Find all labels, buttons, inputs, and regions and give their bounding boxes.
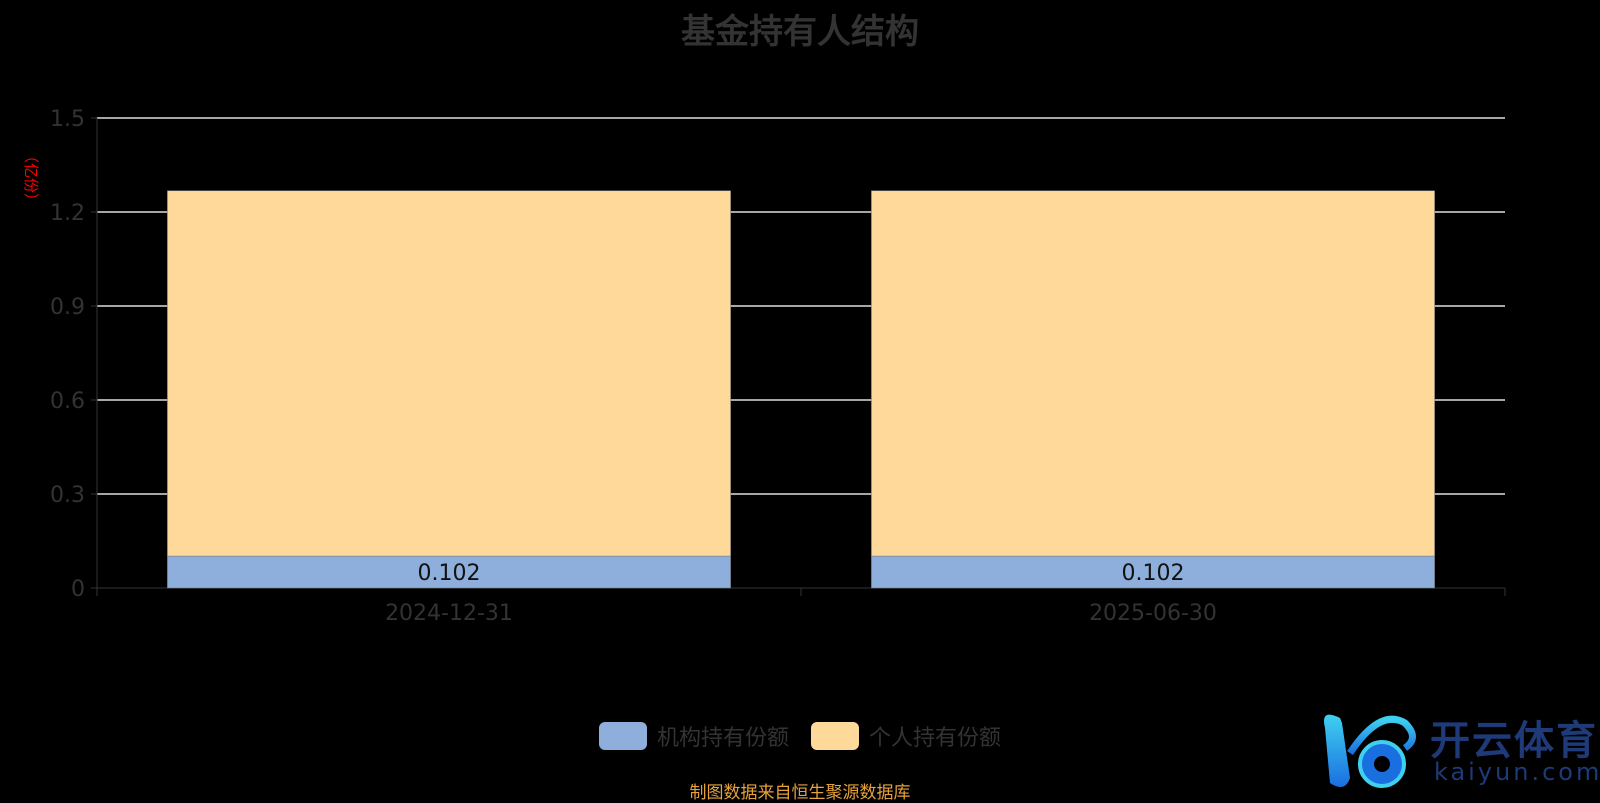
legend-swatch — [811, 722, 859, 750]
legend-item-individual[interactable]: 个人持有份额 — [811, 720, 1001, 752]
bar-individual — [871, 190, 1435, 557]
bar-chart: 0 0.3 0.6 0.9 1.2 1.5 0.102 2024-12-31 0.102 2025… — [50, 107, 1506, 626]
data-label: 0.102 — [418, 561, 481, 586]
legend-label: 个人持有份额 — [869, 726, 1002, 751]
y-tick-label: 1.5 — [50, 107, 85, 132]
watermark-logo: 开云体育 kaiyun.com — [1310, 698, 1600, 798]
kaiyun-logo-icon — [1324, 714, 1416, 788]
legend-item-institutional[interactable]: 机构持有份额 — [598, 720, 789, 752]
bar-institutional — [871, 555, 1435, 589]
data-source-note: 制图数据来自恒生聚源数据库 — [689, 783, 911, 803]
legend-label: 机构持有份额 — [656, 726, 789, 751]
data-label: 0.102 — [1122, 561, 1185, 586]
y-tick-label: 0.3 — [50, 483, 85, 508]
y-tick-label: 0.6 — [50, 389, 85, 414]
legend: 机构持有份额 个人持有份额 — [0, 720, 1600, 752]
y-tick-label: 1.2 — [50, 201, 85, 226]
chart-title: 基金持有人结构 — [681, 12, 919, 52]
x-tick-label: 2024-12-31 — [385, 601, 513, 626]
x-tick-label: 2025-06-30 — [1089, 601, 1217, 626]
y-tick-label: 0 — [71, 577, 85, 602]
bar-individual — [167, 190, 731, 557]
legend-swatch — [598, 722, 647, 750]
y-tick-label: 0.9 — [50, 295, 85, 320]
